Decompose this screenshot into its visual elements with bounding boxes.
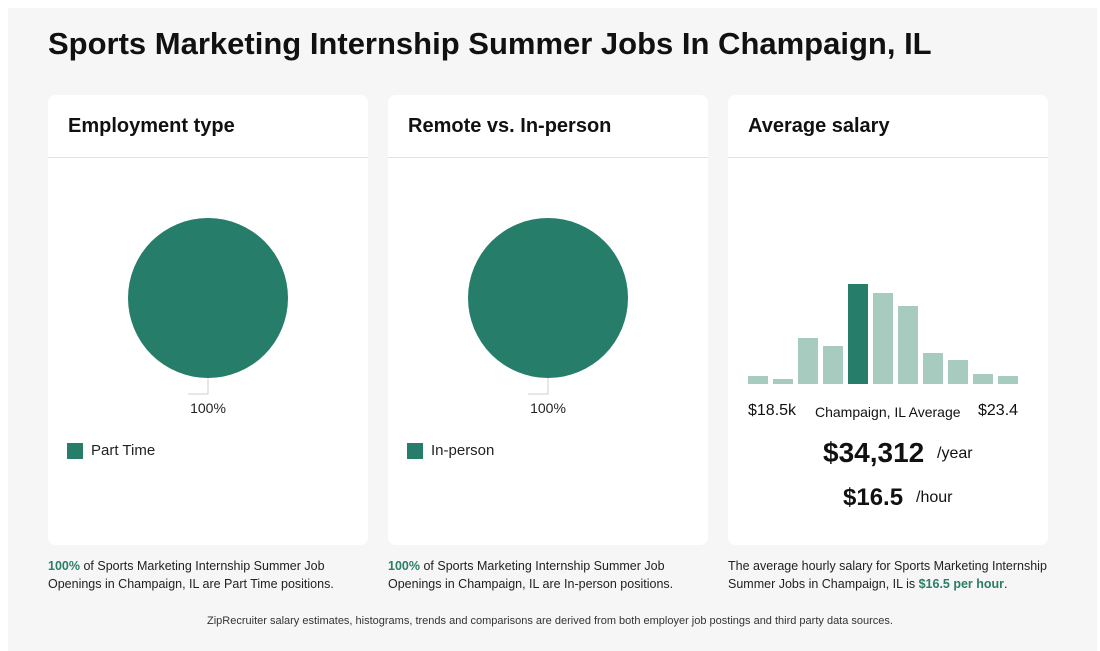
- salary-caption-text: The average hourly salary for Sports Mar…: [728, 559, 1047, 591]
- histogram-bar-average: [848, 284, 868, 384]
- salary-min-label: $18.5k: [748, 402, 797, 419]
- salary-histogram: [748, 284, 1018, 384]
- average-salary-card: Average salary $18.5k Champaign, IL Aver…: [728, 95, 1048, 545]
- remote-caption: 100% of Sports Marketing Internship Summ…: [388, 557, 688, 593]
- card-divider: [48, 157, 368, 158]
- employment-caption-percent: 100%: [48, 559, 80, 573]
- remote-caption-percent: 100%: [388, 559, 420, 573]
- pie-value-label: 100%: [190, 400, 226, 416]
- pie-leader-line: [188, 378, 209, 395]
- page-title: Sports Marketing Internship Summer Jobs …: [48, 26, 932, 61]
- histogram-bar: [898, 306, 918, 384]
- pie-value-label: 100%: [530, 400, 566, 416]
- remote-pie-chart: 100%: [468, 218, 628, 416]
- employment-legend: Part Time: [67, 442, 155, 459]
- histogram-bar: [998, 376, 1018, 384]
- histogram-bar: [873, 293, 893, 384]
- histogram-bar: [798, 338, 818, 384]
- remote-vs-in-person-title: Remote vs. In-person: [408, 115, 612, 137]
- histogram-bar: [748, 376, 768, 384]
- histogram-bar: [823, 346, 843, 384]
- remote-caption-text: of Sports Marketing Internship Summer Jo…: [388, 559, 674, 591]
- hourly-salary-value: $16.5: [843, 484, 904, 511]
- employment-type-card: Employment type 100% Part Time: [48, 95, 368, 545]
- footer-disclaimer: ZipRecruiter salary estimates, histogram…: [207, 615, 893, 627]
- employment-caption: 100% of Sports Marketing Internship Summ…: [48, 557, 348, 593]
- yearly-salary-unit: /year: [937, 445, 973, 462]
- employment-caption-text: of Sports Marketing Internship Summer Jo…: [48, 559, 334, 591]
- card-divider: [388, 157, 708, 158]
- histogram-bar: [773, 379, 793, 384]
- hourly-salary-unit: /hour: [916, 489, 953, 506]
- salary-average-label: Champaign, IL Average: [815, 404, 961, 420]
- yearly-salary-value: $34,312: [823, 437, 925, 468]
- pie-leader-line: [528, 378, 549, 395]
- salary-max-label: $23.4: [978, 402, 1019, 419]
- average-salary-title: Average salary: [748, 115, 890, 137]
- histogram-bar: [923, 353, 943, 384]
- salary-caption-highlight: $16.5 per hour: [918, 577, 1005, 591]
- remote-vs-in-person-card: Remote vs. In-person 100% In-person: [388, 95, 708, 545]
- legend-swatch: [407, 442, 423, 459]
- remote-legend: In-person: [407, 442, 494, 459]
- salary-caption: The average hourly salary for Sports Mar…: [728, 557, 1048, 593]
- histogram-bar: [973, 374, 993, 384]
- pie-slice: [128, 218, 288, 378]
- pie-slice: [468, 218, 628, 378]
- histogram-bar: [948, 360, 968, 384]
- employment-type-title: Employment type: [68, 115, 235, 137]
- employment-pie-chart: 100%: [128, 218, 288, 416]
- legend-label-in-person: In-person: [431, 442, 495, 459]
- salary-caption-end: .: [1004, 577, 1008, 591]
- legend-swatch: [67, 442, 83, 459]
- card-divider: [728, 157, 1048, 158]
- legend-label-part-time: Part Time: [91, 442, 156, 459]
